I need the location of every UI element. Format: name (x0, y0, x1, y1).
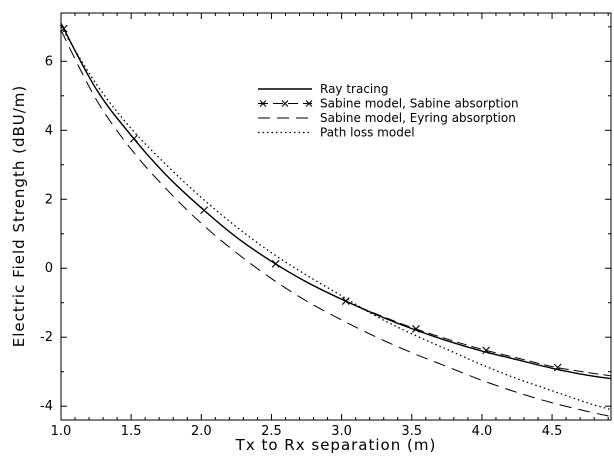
legend-marker (259, 100, 267, 107)
y-tick-label: 2 (45, 192, 53, 207)
y-tick-label: 4 (45, 123, 53, 138)
legend-label-1: Sabine model, Sabine absorption (320, 97, 519, 111)
x-marker (482, 346, 491, 355)
y-tick-label: -4 (40, 399, 53, 414)
x-tick-label: 3.5 (401, 424, 422, 439)
x-marker (200, 206, 209, 215)
y-tick-label: 6 (45, 54, 53, 69)
x-marker (412, 325, 420, 333)
y-tick-label: -2 (40, 330, 53, 345)
x-tick-label: 4.5 (542, 424, 563, 439)
y-axis-label: Electric Field Strength (dBU/m) (10, 85, 28, 348)
y-tick-label: 0 (45, 261, 53, 276)
y-ticks: -4 -2 0 2 4 6 (40, 26, 611, 414)
legend-label-2: Sabine model, Eyring absorption (320, 111, 516, 125)
legend-marker (281, 100, 289, 107)
x-marker (130, 134, 138, 143)
plot-frame (60, 12, 612, 421)
x-marker (553, 363, 562, 372)
series-line-0 (60, 23, 612, 380)
x-tick-label: 4.0 (472, 424, 493, 439)
x-tick-label: 2.5 (261, 424, 282, 439)
x-axis-label: Tx to Rx separation (m) (235, 436, 437, 454)
x-marker (341, 297, 350, 305)
x-tick-label: 1.0 (51, 424, 72, 439)
series-line-2 (60, 30, 612, 418)
legend-label-3: Path loss model (320, 126, 415, 140)
legend-marker (305, 100, 313, 107)
x-ticks: 1.0 1.5 2.0 2.5 3.0 3.5 4.0 4.5 (51, 13, 609, 439)
legend-label-0: Ray tracing (320, 82, 389, 96)
series-layer (59, 23, 612, 418)
x-tick-label: 2.0 (191, 424, 212, 439)
x-tick-label: 3.0 (331, 424, 352, 439)
series-line-1 (60, 23, 612, 377)
x-tick-label: 1.5 (121, 424, 142, 439)
x-marker (271, 259, 280, 268)
